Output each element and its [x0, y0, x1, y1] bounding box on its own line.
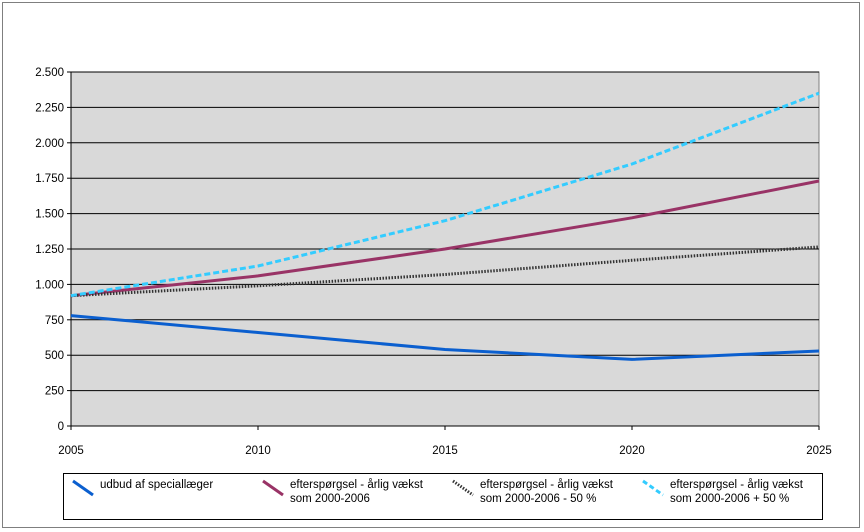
legend-item-supply: udbud af speciallæger — [70, 478, 275, 498]
series-line-3 — [70, 91, 820, 298]
y-tick-label: 1.250 — [35, 244, 64, 256]
y-tick-label: 250 — [45, 386, 64, 398]
series-line-2 — [70, 245, 820, 298]
legend-label-demand-plus: efterspørgsel - årlig vækst som 2000-200… — [670, 479, 803, 505]
y-tick-label: 2.500 — [35, 67, 64, 79]
x-tick-label: 2020 — [619, 445, 645, 457]
series-lines — [70, 91, 820, 361]
legend-swatch-supply — [72, 479, 94, 497]
x-tick-label: 2010 — [245, 445, 271, 457]
legend-item-demand-minus: efterspørgsel - årlig vækst som 2000-200… — [450, 478, 655, 506]
grid-lines — [71, 71, 819, 392]
y-tick-label: 0 — [58, 421, 64, 433]
y-tick-label: 2.000 — [35, 138, 64, 150]
y-tick-label: 1.500 — [35, 209, 64, 221]
legend-label-demand: efterspørgsel - årlig vækst som 2000-200… — [290, 479, 423, 505]
y-tick-label: 500 — [45, 350, 64, 362]
legend-label-demand-minus: efterspørgsel - årlig vækst som 2000-200… — [480, 479, 613, 505]
y-tick-label: 1.000 — [35, 279, 64, 291]
x-tick-label: 2025 — [806, 445, 832, 457]
series-line-1 — [70, 179, 820, 298]
legend-label-supply: udbud af speciallæger — [100, 479, 214, 491]
y-tick-label: 750 — [45, 315, 64, 327]
x-tick-label: 2015 — [432, 445, 458, 457]
legend-item-demand: efterspørgsel - årlig vækst som 2000-200… — [260, 478, 465, 506]
legend-swatch-demand-plus — [642, 479, 664, 497]
y-axis-tick-labels: 0 250 500 750 1.000 1.250 1.500 1.750 2.000 2.250… — [35, 67, 71, 433]
legend-item-demand-plus: efterspørgsel - årlig vækst som 2000-200… — [640, 478, 845, 506]
series-line-0 — [70, 314, 820, 361]
x-tick-label: 2005 — [58, 445, 84, 457]
x-axis-tick-labels: 2005 2010 2015 2020 2025 — [58, 426, 832, 457]
y-tick-label: 2.250 — [35, 102, 64, 114]
y-tick-label: 1.750 — [35, 173, 64, 185]
legend: udbud af speciallæger efterspørgsel - år… — [63, 473, 823, 520]
legend-swatch-demand-minus — [452, 479, 474, 497]
legend-swatch-demand — [262, 479, 284, 497]
